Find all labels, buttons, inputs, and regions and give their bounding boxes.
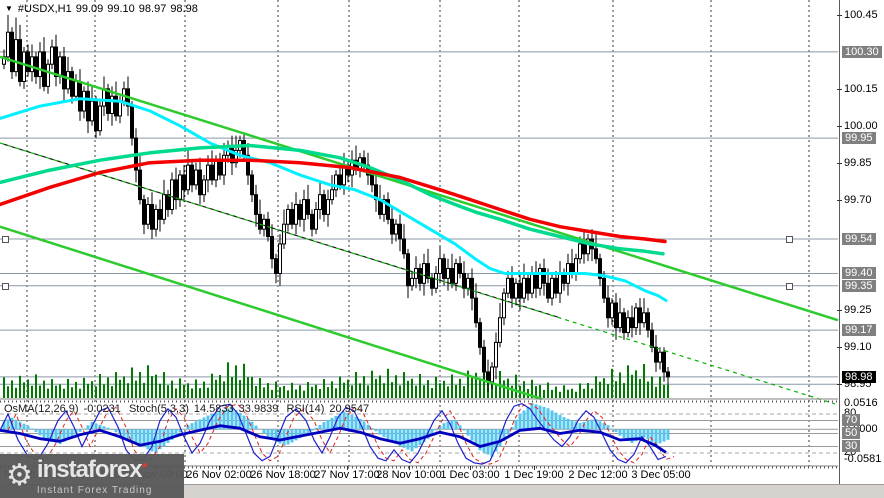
- axis-tick: [837, 162, 842, 164]
- axis-tick: [837, 88, 842, 90]
- trend-dashed-green[interactable]: [0, 142, 836, 405]
- price-axis-label: 99.85: [844, 156, 872, 169]
- broker-watermark: ⚙ instaforex● Instant Forex Trading: [0, 454, 184, 498]
- time-axis-label: 3 Dec 05:00: [631, 469, 691, 481]
- price-level-badge: 99.95: [842, 132, 876, 145]
- axis-tick: [837, 199, 842, 201]
- time-axis-label: 1 Dec 03:00: [440, 469, 500, 481]
- price-axis-label: 100.45: [844, 9, 878, 21]
- stoch-signal-line: [7, 403, 675, 465]
- indicator-level-badge: 70: [842, 414, 861, 426]
- bar-open-value: 99.09: [75, 3, 104, 15]
- candlesticks: [2, 15, 670, 392]
- time-axis-label: 2 Dec 12:00: [568, 469, 628, 481]
- indicator-level-badge: 30: [842, 440, 861, 452]
- brand-name: instaforex●: [36, 456, 148, 483]
- stoch-main-line: [0, 402, 667, 465]
- price-axis-label: 100.15: [844, 82, 878, 95]
- rsi-value: 20.9547: [329, 403, 370, 415]
- time-axis-tick: [661, 466, 662, 470]
- time-axis-label: 26 Nov 02:00: [186, 469, 252, 481]
- indicator-axis-label: 0.0516: [844, 397, 878, 409]
- axis-tick: [837, 310, 842, 312]
- indicator-label: OsMA(12,26,9) -0.0231 Stoch(5,3,3) 14.5833…: [4, 403, 374, 415]
- stoch-name: Stoch(5,3,3): [128, 403, 189, 415]
- hline-selection-handle[interactable]: [786, 282, 793, 290]
- price-axis-label: 99.10: [844, 341, 872, 354]
- indicator-level-badge: 50: [842, 427, 861, 439]
- moving-averages: [0, 97, 668, 302]
- stoch-main-value: 14.5833: [193, 403, 234, 415]
- trademark-dot: ●: [141, 460, 148, 471]
- axis-tick: [837, 15, 842, 16]
- indicator-axis-label: -0.0581: [844, 453, 882, 465]
- bar-close-value: 98.98: [170, 3, 198, 15]
- trend-dashed-dark-overlay[interactable]: [0, 142, 561, 319]
- osma-value: -0.0231: [83, 403, 121, 415]
- time-axis-tick: [598, 466, 599, 470]
- time-axis-tick: [283, 466, 284, 470]
- instaforex-gear-logo-icon: ⚙: [6, 459, 33, 492]
- price-level-badge: 99.17: [842, 324, 876, 337]
- indicator-lines: [0, 402, 675, 465]
- stoch-signal-value: 33.9839: [238, 403, 279, 415]
- hline-selection-handle[interactable]: [2, 236, 9, 243]
- hline-selection-handle[interactable]: [2, 282, 9, 290]
- time-axis-tick: [409, 466, 410, 470]
- time-axis-tick: [534, 466, 535, 470]
- ma-turquoise: [0, 143, 665, 256]
- time-axis-label: 27 Nov 17:00: [314, 469, 380, 481]
- rsi-line: [0, 424, 667, 454]
- axis-tick: [837, 125, 842, 127]
- trendlines: [0, 55, 839, 405]
- time-axis-label: 26 Nov 18:00: [250, 469, 316, 481]
- time-axis-tick: [347, 466, 348, 470]
- osma-name: OsMA(12,26,9): [4, 403, 79, 415]
- price-axis-label: 99.25: [844, 304, 872, 317]
- symbol-header: ▼ #USDX,H1 99.09 99.10 98.97 98.98: [5, 3, 202, 15]
- rsi-name: RSI(14): [286, 403, 325, 415]
- price-level-badge: 100.30: [842, 45, 882, 58]
- time-axis-label: 28 Nov 10:00: [376, 469, 442, 481]
- hline-selection-handle[interactable]: [786, 236, 793, 243]
- window-bottom-strip: [0, 484, 884, 498]
- price-axis-label: 100.00: [844, 119, 878, 132]
- axis-tick: [837, 384, 842, 386]
- ma-red: [0, 158, 667, 244]
- time-axis-label: 1 Dec 19:00: [504, 469, 564, 481]
- collapse-chart-icon[interactable]: ▼: [5, 4, 13, 13]
- price-level-badge: 99.40: [842, 267, 876, 280]
- brand-tagline: Instant Forex Trading: [36, 485, 153, 496]
- ma-cyan: [0, 97, 668, 302]
- bar-high-value: 99.10: [107, 3, 135, 15]
- price-level-badge: 99.35: [842, 279, 876, 292]
- volume-histogram: [3, 362, 669, 398]
- channel-lower[interactable]: [0, 225, 543, 401]
- current-price-badge: 98.98: [842, 370, 876, 383]
- bar-low-value: 98.97: [138, 3, 167, 15]
- symbol-name: #USDX,H1: [17, 3, 72, 15]
- price-level-badge: 99.54: [842, 233, 876, 245]
- price-axis-border: [839, 0, 840, 484]
- time-axis-tick: [219, 466, 220, 470]
- time-axis-tick: [470, 466, 471, 470]
- price-axis-label: 99.70: [844, 193, 872, 206]
- axis-tick: [837, 347, 842, 349]
